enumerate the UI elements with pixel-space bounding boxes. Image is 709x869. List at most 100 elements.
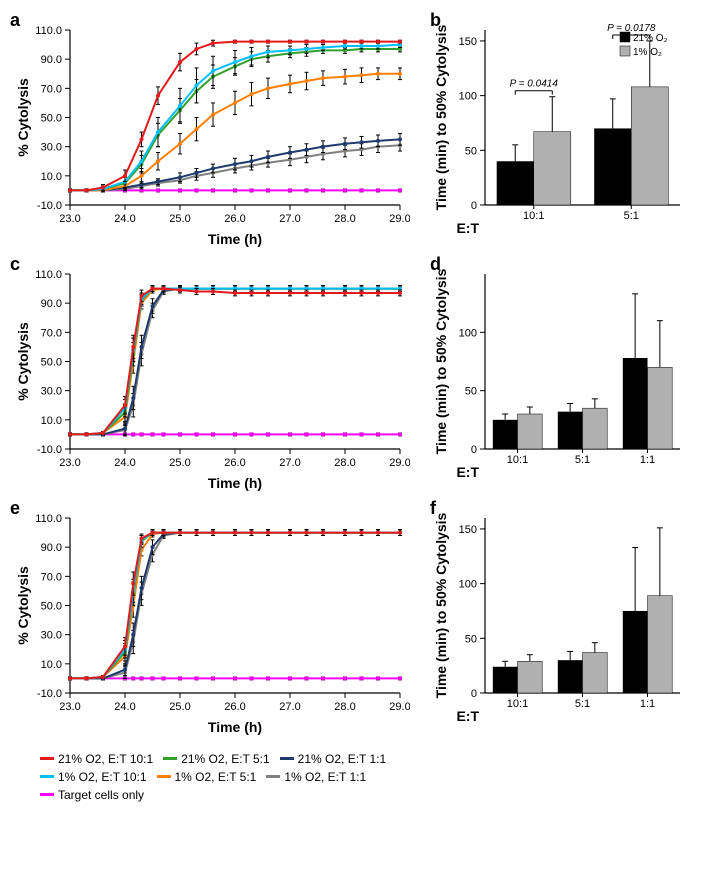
svg-text:90.0: 90.0 [41,298,62,310]
svg-text:25.0: 25.0 [169,213,190,225]
legend-item: 21% O2, E:T 10:1 [40,750,153,768]
svg-text:110.0: 110.0 [35,513,62,525]
svg-text:150: 150 [459,524,477,536]
svg-text:10.0: 10.0 [41,171,62,183]
svg-text:50: 50 [465,145,477,157]
svg-text:Time (min) to 50% Cytolysis: Time (min) to 50% Cytolysis [433,268,449,454]
svg-text:50: 50 [465,633,477,645]
svg-text:70.0: 70.0 [41,327,62,339]
svg-text:50.0: 50.0 [41,601,62,613]
svg-text:70.0: 70.0 [41,571,62,583]
svg-text:E:T: E:T [456,708,479,724]
svg-text:10:1: 10:1 [523,210,544,222]
svg-text:24.0: 24.0 [114,213,135,225]
svg-text:1:1: 1:1 [640,454,655,466]
panel-d: d 05010010:15:11:1E:TTime (min) to 50% C… [430,254,690,494]
line-chart-a: 23.0 24.0 25.0 26.0 27.0 28.0 29.0 -10.0 10.0 30.… [10,10,410,250]
svg-text:26.0: 26.0 [224,213,245,225]
svg-text:5:1: 5:1 [575,698,590,710]
svg-text:100: 100 [459,327,477,339]
svg-text:1% O₂: 1% O₂ [633,47,662,58]
legend-item: 1% O2, E:T 5:1 [157,768,257,786]
legend-item: 21% O2, E:T 5:1 [163,750,270,768]
panel-e-label: e [10,498,20,519]
legend-label: 1% O2, E:T 1:1 [284,770,366,784]
svg-text:110.0: 110.0 [35,25,62,37]
svg-text:1:1: 1:1 [640,698,655,710]
legend-swatch-icon [266,775,280,778]
panel-d-label: d [430,254,441,275]
legend-item: 1% O2, E:T 1:1 [266,768,366,786]
panel-e: e 23.024.025.026.027.028.029.0-10.010.03… [10,498,410,738]
legend-label: 21% O2, E:T 10:1 [58,752,153,766]
svg-text:0: 0 [471,688,477,700]
panel-c-label: c [10,254,20,275]
legend-label: 21% O2, E:T 1:1 [298,752,387,766]
svg-text:-10.0: -10.0 [37,444,62,456]
svg-text:21% O₂: 21% O₂ [633,33,668,44]
svg-text:% Cytolysis: % Cytolysis [15,78,31,157]
panel-a-label: a [10,10,20,31]
svg-text:-10.0: -10.0 [37,688,62,700]
line-chart-c: 23.024.025.026.027.028.029.0-10.010.030.… [10,254,410,494]
svg-text:28.0: 28.0 [334,213,355,225]
legend-swatch-icon [157,775,171,778]
svg-text:10.0: 10.0 [41,659,62,671]
svg-text:29.0: 29.0 [389,457,410,469]
svg-text:10:1: 10:1 [507,698,528,710]
svg-text:27.0: 27.0 [279,701,300,713]
legend-item: Target cells only [40,786,144,804]
svg-text:24.0: 24.0 [114,701,135,713]
svg-text:10:1: 10:1 [507,454,528,466]
panel-a: a 23.0 24.0 25.0 26.0 27.0 28.0 29.0 -10.0 10.0 3… [10,10,410,250]
svg-text:30.0: 30.0 [41,386,62,398]
svg-text:Time (h): Time (h) [208,475,262,491]
bar-chart-b: 05010015010:15:1E:TTime (min) to 50% Cyt… [430,10,690,250]
svg-text:70.0: 70.0 [41,83,62,95]
svg-text:30.0: 30.0 [41,142,62,154]
svg-text:28.0: 28.0 [334,457,355,469]
svg-text:30.0: 30.0 [41,630,62,642]
svg-text:150: 150 [459,36,477,48]
legend-swatch-icon [40,775,54,778]
panel-f-label: f [430,498,436,519]
svg-text:5:1: 5:1 [575,454,590,466]
legend-swatch-icon [40,793,54,796]
svg-text:24.0: 24.0 [114,457,135,469]
bar-chart-d: 05010010:15:11:1E:TTime (min) to 50% Cyt… [430,254,690,494]
svg-text:P = 0.0414: P = 0.0414 [510,79,559,90]
legend-label: 1% O2, E:T 10:1 [58,770,147,784]
figure-grid: a 23.0 24.0 25.0 26.0 27.0 28.0 29.0 -10.0 10.0 3… [10,10,699,804]
panel-c: c 23.024.025.026.027.028.029.0-10.010.03… [10,254,410,494]
legend-label: 21% O2, E:T 5:1 [181,752,270,766]
svg-text:% Cytolysis: % Cytolysis [15,322,31,401]
panel-f: f 0 50 100 150 10:1 5:1 1:1 E:T Time (min) to 50… [430,498,690,738]
svg-text:100: 100 [459,579,477,591]
svg-text:E:T: E:T [456,220,479,236]
svg-text:Time (min) to 50% Cytolysis: Time (min) to 50% Cytolysis [433,512,449,698]
legend-item: 21% O2, E:T 1:1 [280,750,387,768]
svg-text:23.0: 23.0 [59,457,80,469]
svg-text:% Cytolysis: % Cytolysis [15,566,31,645]
svg-text:100: 100 [459,91,477,103]
svg-text:23.0: 23.0 [59,701,80,713]
bar-chart-f: 0 50 100 150 10:1 5:1 1:1 E:T Time (min) to 50% … [430,498,690,738]
svg-text:29.0: 29.0 [389,701,410,713]
panel-b: b 05010015010:15:1E:TTime (min) to 50% C… [430,10,690,250]
svg-text:29.0: 29.0 [389,213,410,225]
svg-text:-10.0: -10.0 [37,200,62,212]
svg-text:90.0: 90.0 [41,542,62,554]
svg-text:0: 0 [471,444,477,456]
svg-text:Time (h): Time (h) [208,231,262,247]
svg-text:23.0: 23.0 [59,213,80,225]
svg-text:27.0: 27.0 [279,213,300,225]
svg-text:50.0: 50.0 [41,113,62,125]
svg-text:25.0: 25.0 [169,701,190,713]
svg-text:10.0: 10.0 [41,415,62,427]
panel-b-label: b [430,10,441,31]
legend-label: Target cells only [58,788,144,802]
svg-text:90.0: 90.0 [41,54,62,66]
svg-text:50: 50 [465,386,477,398]
bottom-legend: 21% O2, E:T 10:1 21% O2, E:T 5:1 21% O2, E… [10,742,690,804]
svg-text:5:1: 5:1 [624,210,639,222]
